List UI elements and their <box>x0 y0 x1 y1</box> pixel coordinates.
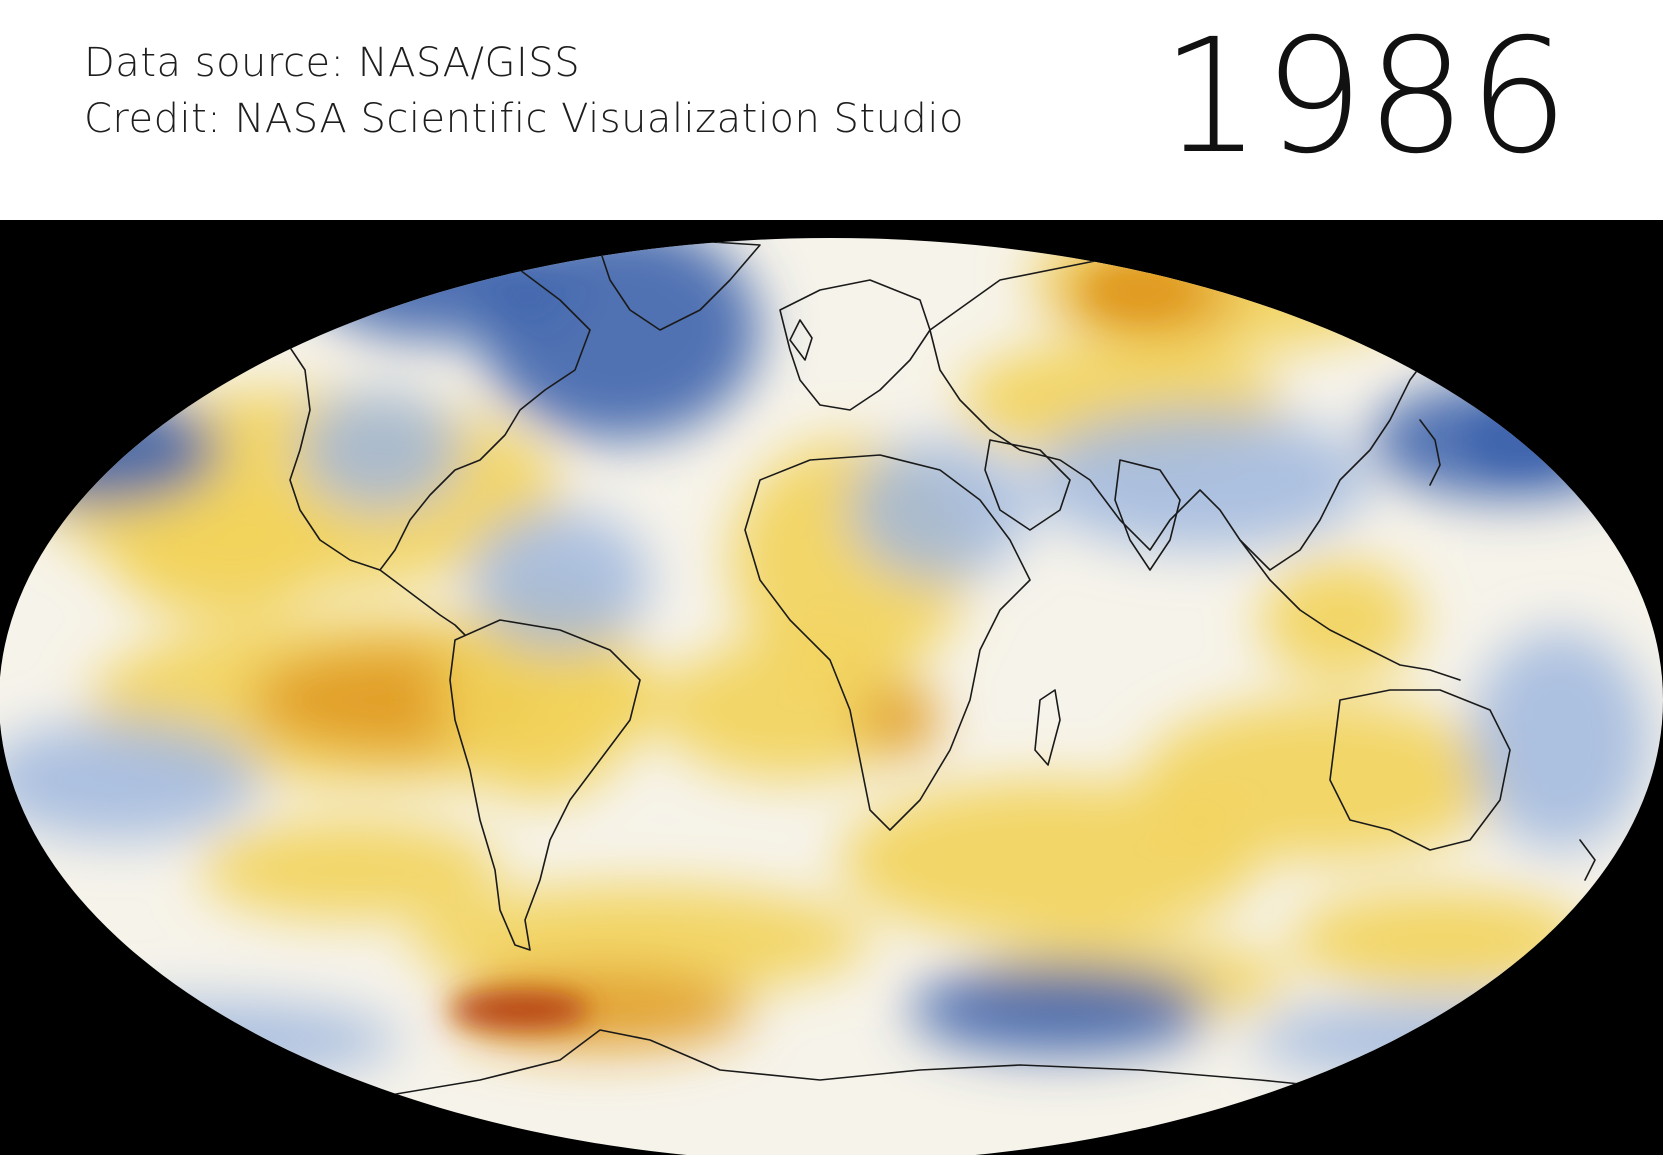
anomaly-warm-southern-ocean <box>410 885 870 995</box>
europe-outline <box>779 279 931 411</box>
anomaly-warm-indian-ocean <box>840 780 1260 940</box>
anomaly-cool-antarctic-e <box>1250 1000 1650 1080</box>
anomaly-warm-maritime <box>1260 560 1420 680</box>
anomaly-hot-antarctic-peninsula <box>450 970 750 1050</box>
new-zealand-outline <box>1579 839 1596 881</box>
antarctica-outline <box>359 1029 1361 1101</box>
anomaly-cool-antarctic-w <box>0 1000 400 1080</box>
madagascar-outline <box>1034 689 1061 766</box>
anomaly-cool-south-asia <box>1030 410 1370 550</box>
anomaly-warm-pacific-n <box>110 480 330 620</box>
india-outline <box>1114 459 1181 571</box>
arabia-outline <box>984 439 1071 531</box>
header: Data source: NASA/GISS Credit: NASA Scie… <box>0 0 1663 220</box>
coastlines <box>219 239 1596 1101</box>
anomaly-peak-siberia <box>1090 265 1190 315</box>
southeast-asia-outline <box>1239 539 1461 681</box>
anomaly-cool-pacific-dateline <box>1470 630 1650 850</box>
temperature-anomaly-map <box>0 238 1663 1155</box>
data-source-label: Data source: NASA/GISS <box>84 40 581 86</box>
anomaly-warm-south-pacific <box>200 820 500 920</box>
anomaly-warm-south-atlantic <box>660 640 920 780</box>
anomaly-hot-angola <box>860 685 940 755</box>
uk-outline <box>789 319 813 361</box>
australia-outline <box>1329 689 1511 851</box>
anomaly-peak-weddell <box>450 990 590 1030</box>
anomaly-cold-greenland-baffin <box>480 238 760 440</box>
anomaly-cool-south-pacific-e <box>0 720 260 840</box>
south-america-outline <box>449 619 641 951</box>
central-america-outline <box>379 569 466 636</box>
north-america-outline <box>219 259 591 571</box>
anomaly-cool-western-us <box>300 390 460 510</box>
anomaly-cold-canadian-arctic <box>310 238 570 340</box>
anomaly-cool-middle-east <box>850 440 1030 580</box>
anomaly-cool-caribbean <box>470 510 650 650</box>
anomaly-peak-north-pacific <box>1465 410 1575 470</box>
credit-label: Credit: NASA Scientific Visualization St… <box>84 96 964 142</box>
anomaly-cold-antarctic-east <box>910 965 1210 1055</box>
anomaly-warm-south-pacific-w <box>1290 890 1590 990</box>
year-label: 1986 <box>1160 5 1571 189</box>
africa-outline <box>744 454 1031 831</box>
globe <box>0 238 1663 1155</box>
map-frame <box>0 220 1663 1155</box>
anomaly-warm-australia <box>1140 700 1500 860</box>
japan-outline <box>1419 419 1441 486</box>
